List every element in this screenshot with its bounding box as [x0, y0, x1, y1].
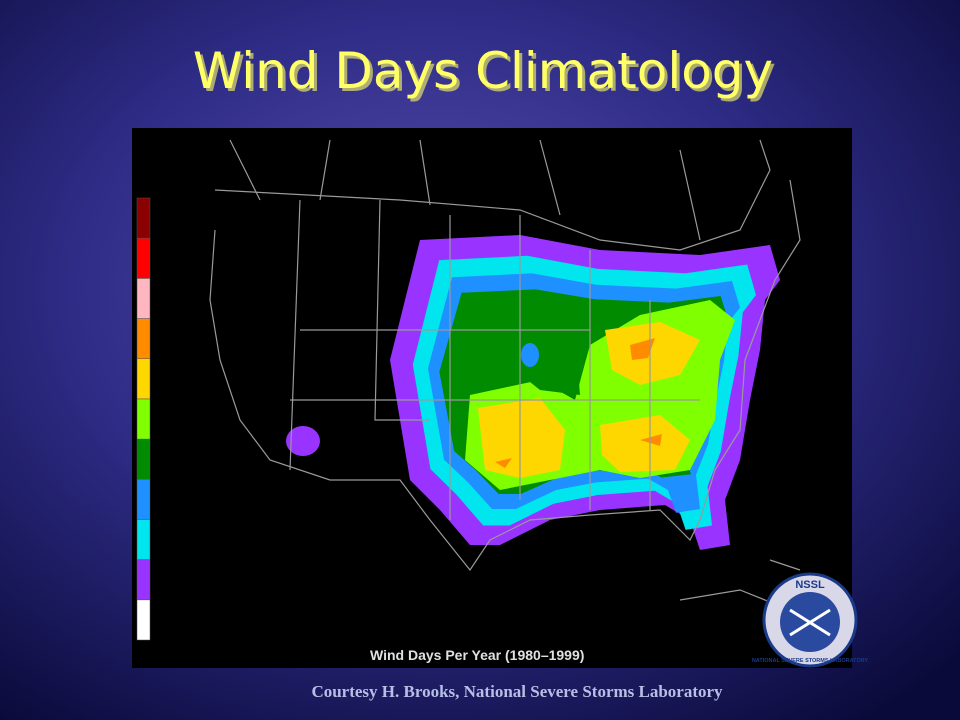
border	[229, 139, 771, 241]
legend: 1 2 3 4 5 6 7 8 9 10	[136, 197, 167, 641]
contour	[600, 415, 690, 472]
logo-name: NATIONAL SEVERE STORMS LABORATORY	[752, 658, 869, 664]
legend-swatch	[136, 237, 151, 279]
legend-label: 4	[151, 466, 159, 483]
title-shadow: Wind Days Climatology	[196, 45, 776, 103]
contour	[640, 434, 662, 446]
contour	[495, 458, 512, 468]
contour	[521, 343, 539, 367]
contour	[478, 398, 565, 478]
legend-swatch	[136, 559, 151, 601]
title: Wind Days Climatology	[193, 42, 773, 100]
contour	[630, 338, 655, 360]
legend-label: 10	[151, 225, 167, 242]
map-caption: Wind Days Per Year (1980–1999)	[370, 647, 584, 663]
border	[289, 199, 700, 520]
legend-swatch	[136, 278, 151, 319]
contour	[286, 426, 320, 456]
legend-swatch	[136, 358, 151, 400]
legend-swatch	[136, 599, 151, 641]
logo: NSSL NATIONAL SEVERE STORMS LABORATORY	[752, 572, 869, 668]
legend-label: 3	[151, 506, 159, 523]
border	[214, 169, 771, 251]
legend-label: 2	[151, 547, 159, 564]
legend-swatch	[136, 479, 151, 520]
legend-swatch	[136, 398, 151, 440]
legend-swatch	[136, 318, 151, 359]
credit: Courtesy H. Brooks, National Severe Stor…	[311, 682, 723, 701]
logo-mark	[789, 608, 831, 637]
legend-swatch	[136, 438, 151, 480]
coastline	[209, 179, 801, 572]
legend-label: 8	[151, 306, 159, 323]
logo-acronym: NSSL	[795, 579, 825, 591]
legend-label: 1	[151, 587, 159, 604]
legend-label: 9	[151, 265, 159, 282]
contour	[605, 322, 700, 385]
legend-label: 6	[151, 386, 159, 403]
legend-label: 7	[151, 346, 159, 363]
legend-label: 5	[151, 426, 159, 443]
legend-swatch	[136, 197, 151, 239]
legend-swatch	[136, 519, 151, 560]
contours	[286, 235, 780, 550]
